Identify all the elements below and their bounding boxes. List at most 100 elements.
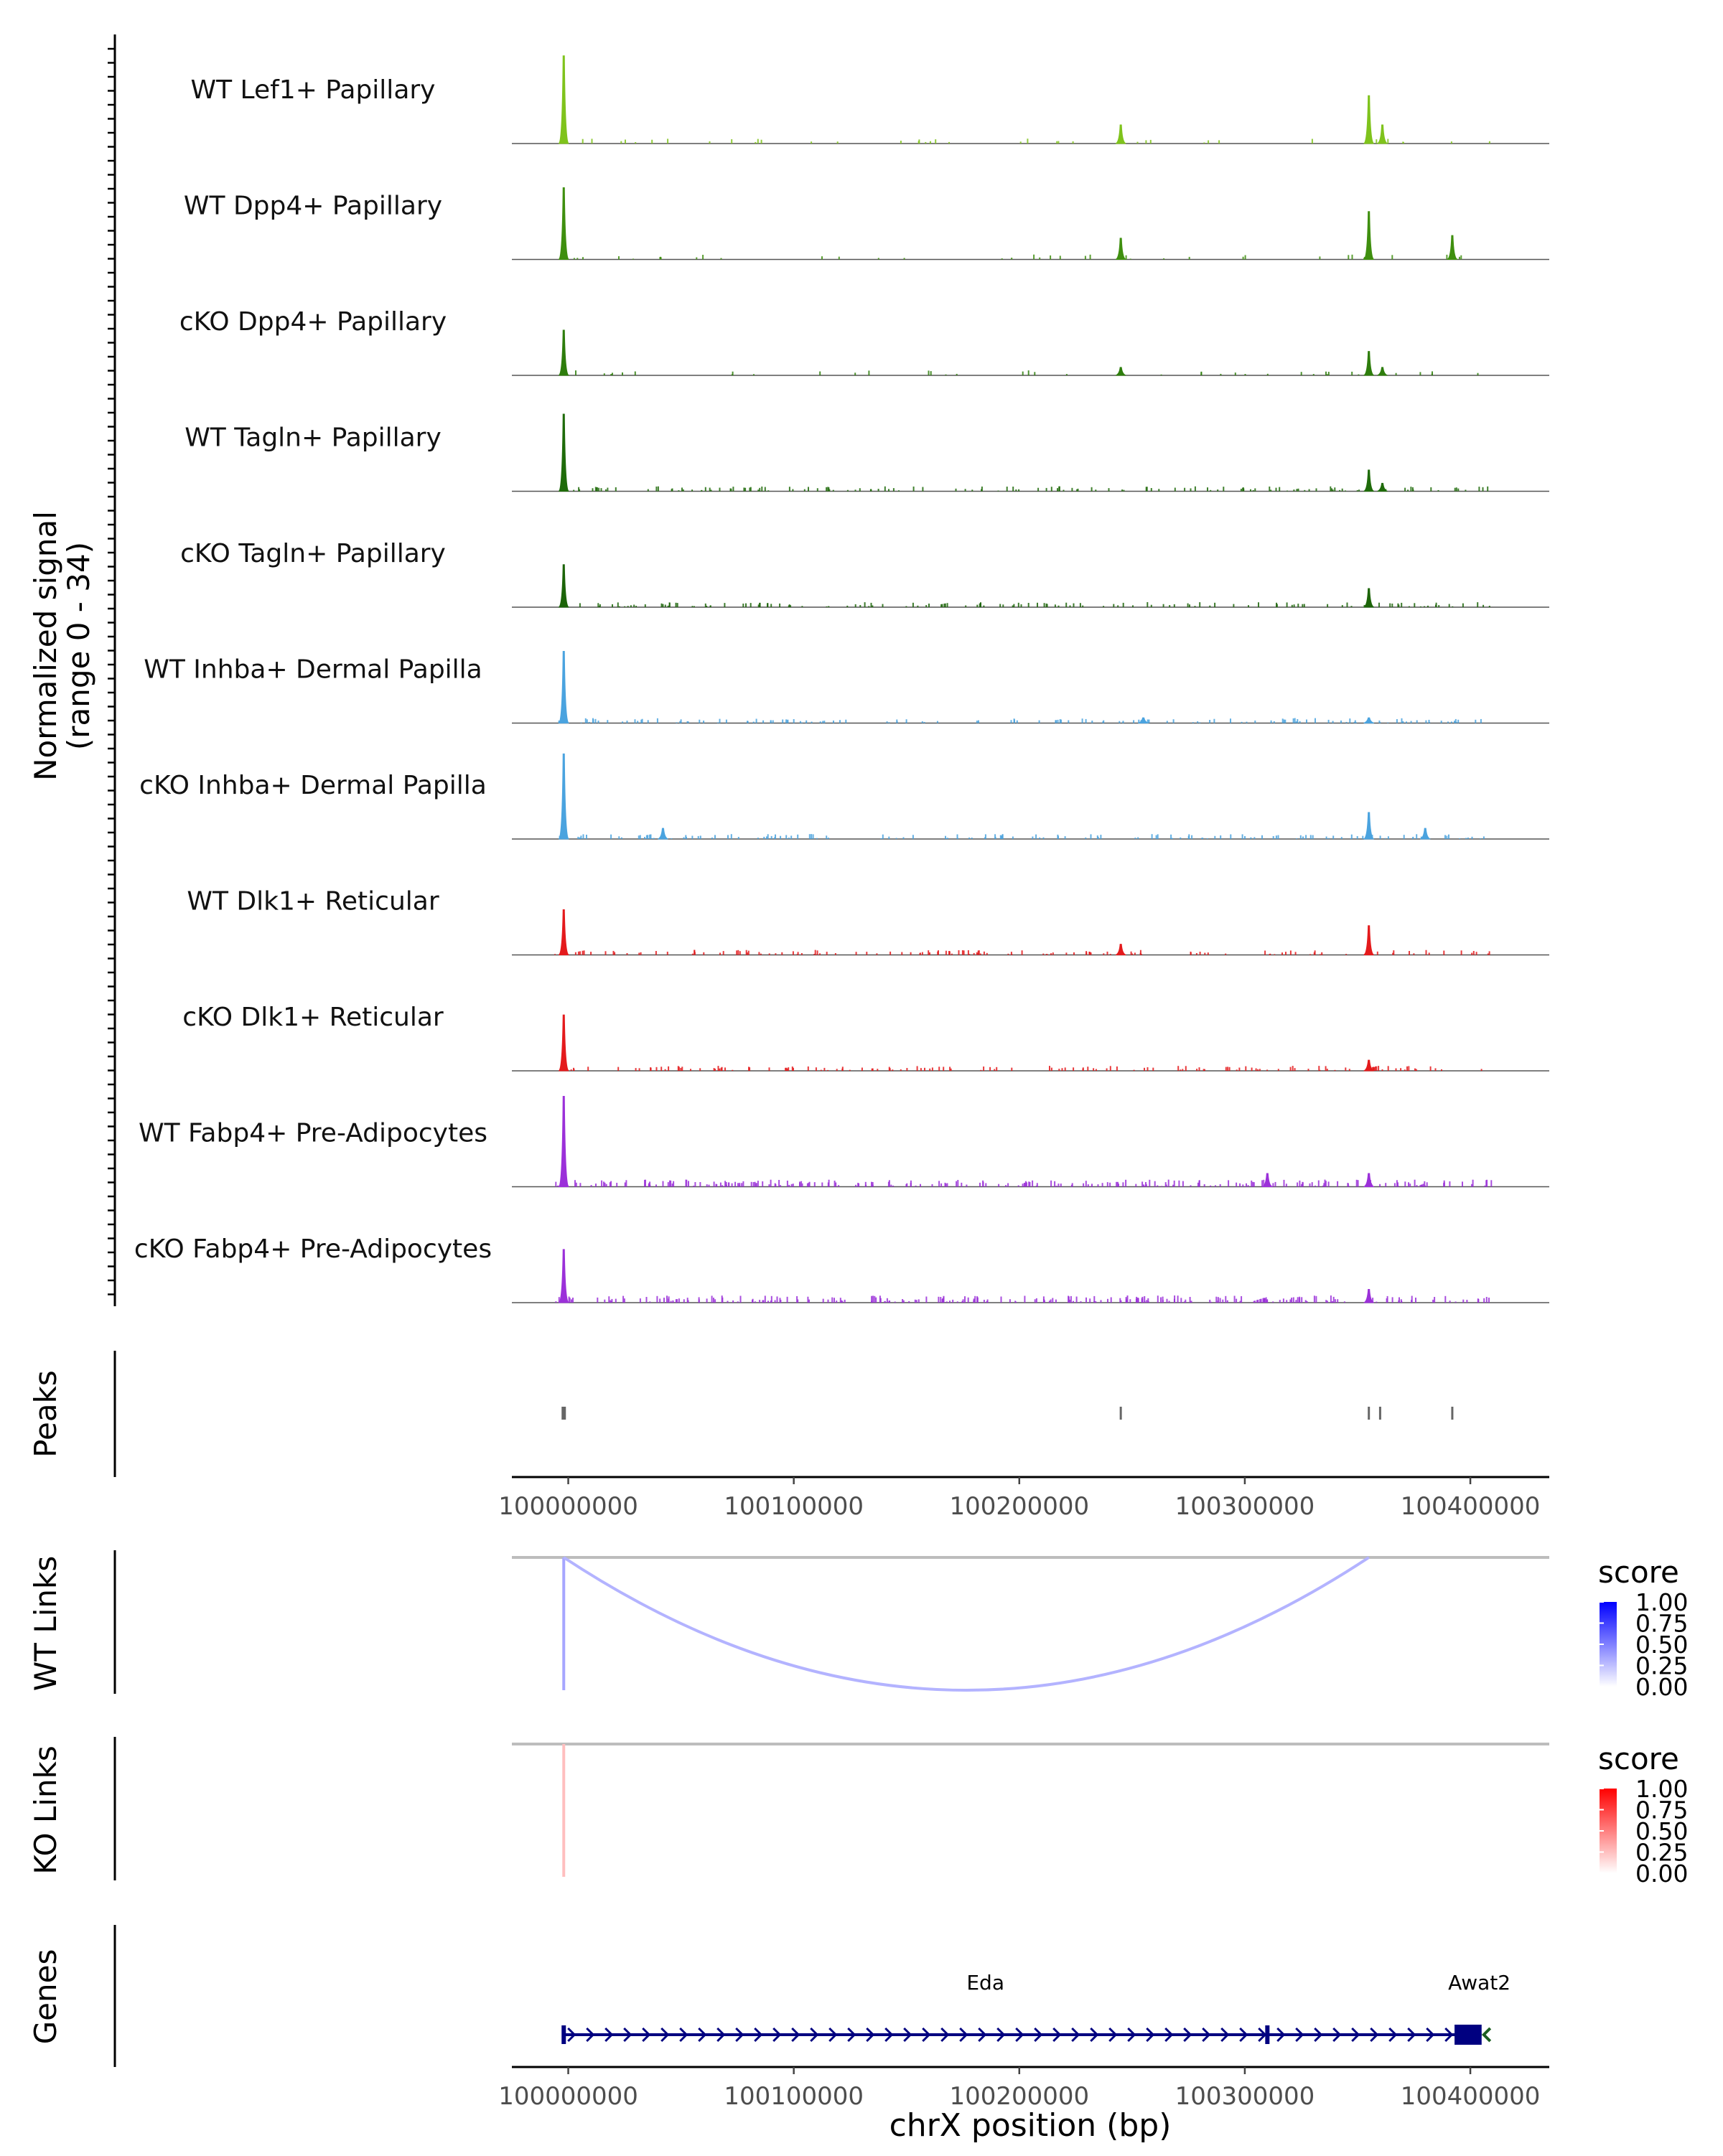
gene-exon bbox=[561, 2025, 566, 2044]
strand-arrow bbox=[1370, 2027, 1379, 2043]
coverage-tracks: WT Lef1+ Papillary WT Dpp4+ Papillary cKO … bbox=[134, 55, 1549, 1303]
strand-arrow bbox=[1146, 2027, 1155, 2043]
ko-links-label: KO Links bbox=[28, 1745, 63, 1875]
coverage-peak bbox=[558, 1096, 569, 1187]
strand-arrow bbox=[1108, 2027, 1118, 2043]
strand-arrow bbox=[866, 2027, 875, 2043]
strand-arrow bbox=[1314, 2027, 1323, 2043]
coverage-peak bbox=[1363, 588, 1374, 608]
strand-arrow bbox=[1444, 2027, 1454, 2043]
strand-arrow bbox=[1481, 2027, 1492, 2043]
coverage-peak bbox=[1363, 1173, 1374, 1187]
track-label: WT Lef1+ Papillary bbox=[191, 75, 436, 105]
strand-arrow bbox=[604, 2027, 614, 2043]
strand-arrow bbox=[1090, 2027, 1099, 2043]
genes-label: Genes bbox=[28, 1949, 63, 2045]
coverage-peak bbox=[1363, 351, 1375, 376]
axis-tick-label: 100400000 bbox=[1401, 1492, 1541, 1521]
legend-tick-label: 0.00 bbox=[1635, 1860, 1688, 1888]
track-label: cKO Dpp4+ Papillary bbox=[179, 307, 447, 337]
coverage-peak bbox=[658, 828, 668, 840]
gene-exon bbox=[1454, 2025, 1482, 2045]
legend-tick-label: 0.50 bbox=[1635, 1817, 1688, 1845]
strand-arrow bbox=[959, 2027, 968, 2043]
coverage-peak bbox=[1419, 828, 1431, 840]
strand-arrow bbox=[1258, 2027, 1267, 2043]
strand-arrow bbox=[1426, 2027, 1435, 2043]
track-label: WT Inhba+ Dermal Papilla bbox=[144, 655, 482, 685]
coverage-peak bbox=[1447, 235, 1458, 260]
coverage-peak bbox=[1115, 367, 1126, 376]
strand-arrow bbox=[1034, 2027, 1043, 2043]
coverage-peak bbox=[1138, 717, 1149, 723]
legend-tick-label: 0.25 bbox=[1635, 1652, 1688, 1680]
coverage-peak bbox=[1363, 211, 1375, 260]
coverage-peak bbox=[1115, 944, 1126, 955]
strand-arrow bbox=[1388, 2027, 1398, 2043]
coverage-peak bbox=[558, 753, 569, 840]
strand-arrow bbox=[903, 2027, 912, 2043]
strand-arrow bbox=[884, 2027, 894, 2043]
coverage-peak bbox=[1363, 469, 1374, 492]
peaks-track bbox=[561, 1407, 1454, 1420]
legend-tick-label: 0.25 bbox=[1635, 1839, 1688, 1867]
legend-tick-label: 0.75 bbox=[1635, 1796, 1688, 1824]
track-label: WT Dpp4+ Papillary bbox=[184, 192, 442, 221]
genes-track: Eda Awat2 bbox=[561, 1971, 1510, 2045]
strand-arrow bbox=[1332, 2027, 1342, 2043]
strand-arrow bbox=[828, 2027, 838, 2043]
axis-tick-label: 100100000 bbox=[724, 1492, 864, 1521]
gene-model: Eda bbox=[561, 1971, 1471, 2044]
track-label: cKO Fabp4+ Pre-Adipocytes bbox=[134, 1234, 492, 1264]
legend-wt-title: score bbox=[1598, 1555, 1679, 1590]
coverage-track: cKO Fabp4+ Pre-Adipocytes bbox=[134, 1234, 1549, 1303]
coverage-track: WT Tagln+ Papillary bbox=[185, 413, 1549, 492]
coverage-track: cKO Dpp4+ Papillary bbox=[179, 307, 1549, 376]
strand-arrow bbox=[1407, 2027, 1416, 2043]
coverage-track: WT Dpp4+ Papillary bbox=[184, 187, 1549, 261]
coverage-track: cKO Tagln+ Papillary bbox=[180, 539, 1549, 608]
axis-tick-label: 100100000 bbox=[724, 2082, 864, 2111]
genomic-axis-bottom: 100000000 100100000 100200000 100300000 1004… bbox=[498, 2066, 1549, 2111]
strand-arrow bbox=[1239, 2027, 1248, 2043]
genomic-axis-top: 100000000 100100000 100200000 100300000 1004… bbox=[498, 1476, 1549, 1521]
legend-wt: score 1.000.750.500.250.00 bbox=[1598, 1555, 1688, 1701]
strand-arrow bbox=[754, 2027, 763, 2043]
coverage-peak bbox=[1115, 124, 1126, 144]
link-arc bbox=[563, 1556, 1370, 1692]
coverage-peak bbox=[1377, 367, 1388, 376]
coverage-peak bbox=[1363, 1059, 1374, 1072]
coverage-ylabel-line2: (range 0 - 34) bbox=[61, 542, 96, 750]
strand-arrow bbox=[679, 2027, 688, 2043]
axis-tick-label: 100000000 bbox=[498, 2082, 638, 2111]
track-label: WT Tagln+ Papillary bbox=[185, 423, 442, 453]
coverage-peak bbox=[1363, 95, 1375, 144]
coverage-peak bbox=[1377, 124, 1388, 144]
strand-arrow bbox=[623, 2027, 632, 2043]
coverage-peak bbox=[1363, 717, 1374, 723]
gene-name: Eda bbox=[966, 1971, 1004, 1995]
coverage-track: cKO Dlk1+ Reticular bbox=[182, 1003, 1549, 1072]
coverage-peak bbox=[558, 564, 569, 608]
coverage-peak bbox=[1115, 238, 1126, 260]
strand-arrow bbox=[996, 2027, 1006, 2043]
gene-name: Awat2 bbox=[1448, 1971, 1510, 1995]
axis-tick-label: 100400000 bbox=[1401, 2082, 1541, 2111]
axis-tick-label: 100300000 bbox=[1175, 2082, 1315, 2111]
coverage-peak bbox=[1363, 812, 1375, 840]
strand-arrow bbox=[772, 2027, 782, 2043]
legend-ko: score 1.000.750.500.250.00 bbox=[1598, 1741, 1688, 1888]
coverage-track: WT Dlk1+ Reticular bbox=[187, 887, 1549, 956]
strand-arrow bbox=[1164, 2027, 1174, 2043]
coverage-peak bbox=[1377, 482, 1388, 492]
coverage-peak bbox=[1363, 1288, 1374, 1303]
coverage-track: WT Inhba+ Dermal Papilla bbox=[144, 650, 1549, 724]
strand-arrow bbox=[567, 2027, 576, 2043]
coverage-peak bbox=[558, 909, 569, 955]
legend-tick-label: 0.50 bbox=[1635, 1631, 1688, 1659]
axis-tick-label: 100300000 bbox=[1175, 1492, 1315, 1521]
strand-arrow bbox=[847, 2027, 856, 2043]
legend-tick-label: 1.00 bbox=[1635, 1588, 1688, 1616]
strand-arrow bbox=[1276, 2027, 1286, 2043]
coverage-peak bbox=[558, 1249, 569, 1303]
